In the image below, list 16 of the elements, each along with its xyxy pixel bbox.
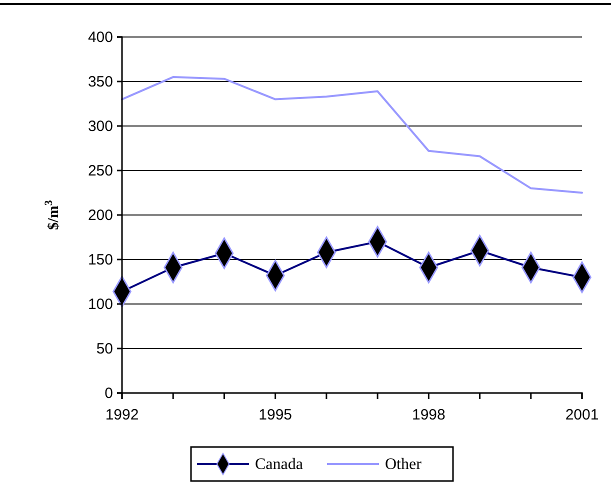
x-tick-label: 2001 bbox=[565, 406, 599, 424]
x-tick-label: 1998 bbox=[412, 406, 446, 424]
y-tick-label: 50 bbox=[96, 340, 113, 358]
y-tick-label: 300 bbox=[88, 118, 113, 135]
legend-label: Other bbox=[385, 456, 422, 473]
y-tick-label: 150 bbox=[88, 251, 113, 268]
x-tick-label: 1992 bbox=[105, 406, 139, 424]
y-tick-label: 0 bbox=[104, 384, 113, 402]
y-tick-label: 100 bbox=[88, 296, 113, 313]
legend-label: Canada bbox=[255, 456, 303, 473]
y-tick-label: 350 bbox=[88, 73, 113, 90]
y-tick-label: 250 bbox=[88, 162, 113, 180]
x-tick-label: 1995 bbox=[258, 406, 292, 424]
y-tick-label: 400 bbox=[88, 28, 113, 46]
line-series bbox=[121, 76, 583, 194]
y-tick-label: 200 bbox=[88, 206, 113, 224]
